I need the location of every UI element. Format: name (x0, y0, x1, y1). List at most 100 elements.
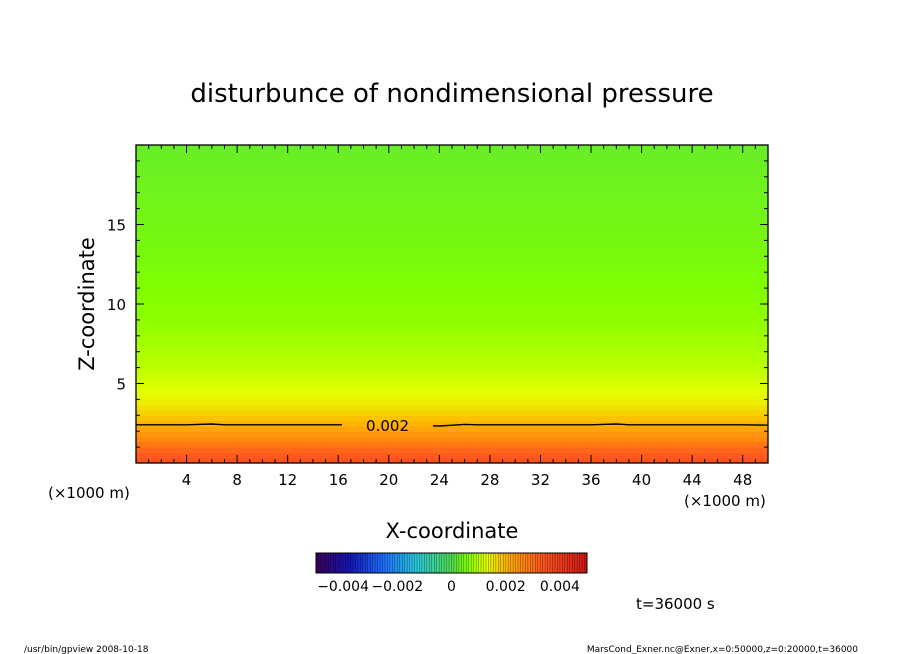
contour-layer: 0.002 (136, 417, 768, 435)
heatmap-band (136, 410, 768, 416)
colorbar-cell (495, 553, 499, 573)
x-axis-label: X-coordinate (386, 519, 519, 543)
colorbar-cell (382, 553, 386, 573)
colorbar-cell (318, 553, 322, 573)
colorbar-cell (414, 553, 418, 573)
x-tick-labels: 4 8 12 16 20 24 28 32 36 40 44 48 (182, 471, 752, 489)
x-tick-label: 40 (632, 471, 651, 489)
colorbar-cell (572, 553, 575, 573)
colorbar-cell (330, 553, 334, 573)
heatmap-band (136, 182, 768, 188)
y-tick-label: 15 (107, 217, 126, 235)
colorbar-cell (350, 553, 354, 573)
x-tick-label: 8 (232, 471, 242, 489)
colorbar-cell (485, 553, 489, 573)
colorbar-cell (552, 553, 556, 573)
colorbar-cell (493, 553, 497, 573)
colorbar-cell (421, 553, 425, 573)
colorbar-cell (407, 553, 410, 573)
colorbar-cell (343, 553, 346, 573)
colorbar-cell (377, 553, 381, 573)
colorbar-cell (527, 553, 531, 573)
colorbar-cell (426, 553, 430, 573)
x-tick-label: 4 (182, 471, 192, 489)
colorbar-cell (463, 553, 467, 573)
colorbar-cell (375, 553, 378, 573)
colorbar-cell (434, 553, 438, 573)
colorbar-cell (471, 553, 474, 573)
heatmap-field (136, 145, 768, 463)
colorbar-cell (577, 553, 580, 573)
colorbar-cell (510, 553, 514, 573)
colorbar-cell (338, 553, 341, 573)
colorbar-tick-label: −0.004 (317, 579, 369, 595)
colorbar-cell (429, 553, 433, 573)
heatmap-band (136, 213, 768, 220)
colorbar-tick-label: 0.004 (540, 579, 580, 595)
colorbar-cell (417, 553, 420, 573)
heatmap-band (136, 256, 768, 263)
colorbar-cell (503, 553, 506, 573)
colorbar-tick-label: 0.002 (486, 579, 526, 595)
colorbar-cell (483, 553, 487, 573)
heatmap-band (136, 304, 768, 310)
heatmap-band (136, 325, 768, 332)
heatmap-band (136, 330, 768, 337)
y-axis-label: Z-coordinate (75, 237, 99, 371)
colorbar-cell (456, 553, 460, 573)
time-label: t=36000 s (636, 595, 715, 613)
colorbar-cell (352, 553, 356, 573)
colorbar-cell (404, 553, 408, 573)
x-tick-label: 12 (278, 471, 297, 489)
heatmap-band (136, 341, 768, 347)
heatmap-band (136, 203, 768, 210)
colorbar-cell (325, 553, 329, 573)
colorbar-cell (559, 553, 563, 573)
heatmap-band (136, 288, 768, 294)
x-tick-label: 16 (329, 471, 348, 489)
colorbar-cell (468, 553, 472, 573)
colorbar-cell (537, 553, 541, 573)
colorbar-cell (473, 553, 477, 573)
colorbar-cell (357, 553, 361, 573)
colorbar-cell (466, 553, 470, 573)
colorbar-cell (500, 553, 504, 573)
colorbar-cell (394, 553, 398, 573)
colorbar-cell (584, 553, 588, 573)
heatmap-band (136, 187, 768, 194)
chart-title: disturbunce of nondimensional pressure (190, 79, 713, 109)
colorbar-cell (370, 553, 373, 573)
x-tick-label: 20 (379, 471, 398, 489)
colorbar-cell (461, 553, 465, 573)
colorbar-cell (488, 553, 492, 573)
x-tick-label: 32 (531, 471, 550, 489)
heatmap-band (136, 171, 768, 178)
colorbar-cell (518, 553, 521, 573)
colorbar-cell (348, 553, 351, 573)
heatmap-band (136, 415, 768, 422)
colorbar-cell (424, 553, 428, 573)
colorbar-cell (355, 553, 359, 573)
heatmap-band (136, 420, 768, 427)
x-tick-label: 28 (480, 471, 499, 489)
colorbar-cell (333, 553, 337, 573)
colorbar-frame (315, 552, 588, 574)
heatmap-band (136, 425, 768, 432)
colorbar-cell (345, 553, 349, 573)
colorbar-cell (525, 553, 529, 573)
colorbar-cell (431, 553, 435, 573)
colorbar-cell (439, 553, 442, 573)
colorbar-tick-label: 0 (447, 579, 456, 595)
colorbar-cell (316, 553, 319, 573)
heatmap-band (136, 362, 768, 369)
footer-right: MarsCond_Exner.nc@Exner,x=0:50000,z=0:20… (587, 645, 858, 654)
x-unit-left: (×1000 m) (48, 484, 130, 502)
colorbar-cell (574, 553, 578, 573)
heatmap-band (136, 346, 768, 353)
heatmap-band (136, 436, 768, 443)
heatmap-band (136, 277, 768, 284)
contour-label: 0.002 (366, 417, 409, 435)
colorbar-cell (505, 553, 509, 573)
heatmap-band (136, 219, 768, 226)
